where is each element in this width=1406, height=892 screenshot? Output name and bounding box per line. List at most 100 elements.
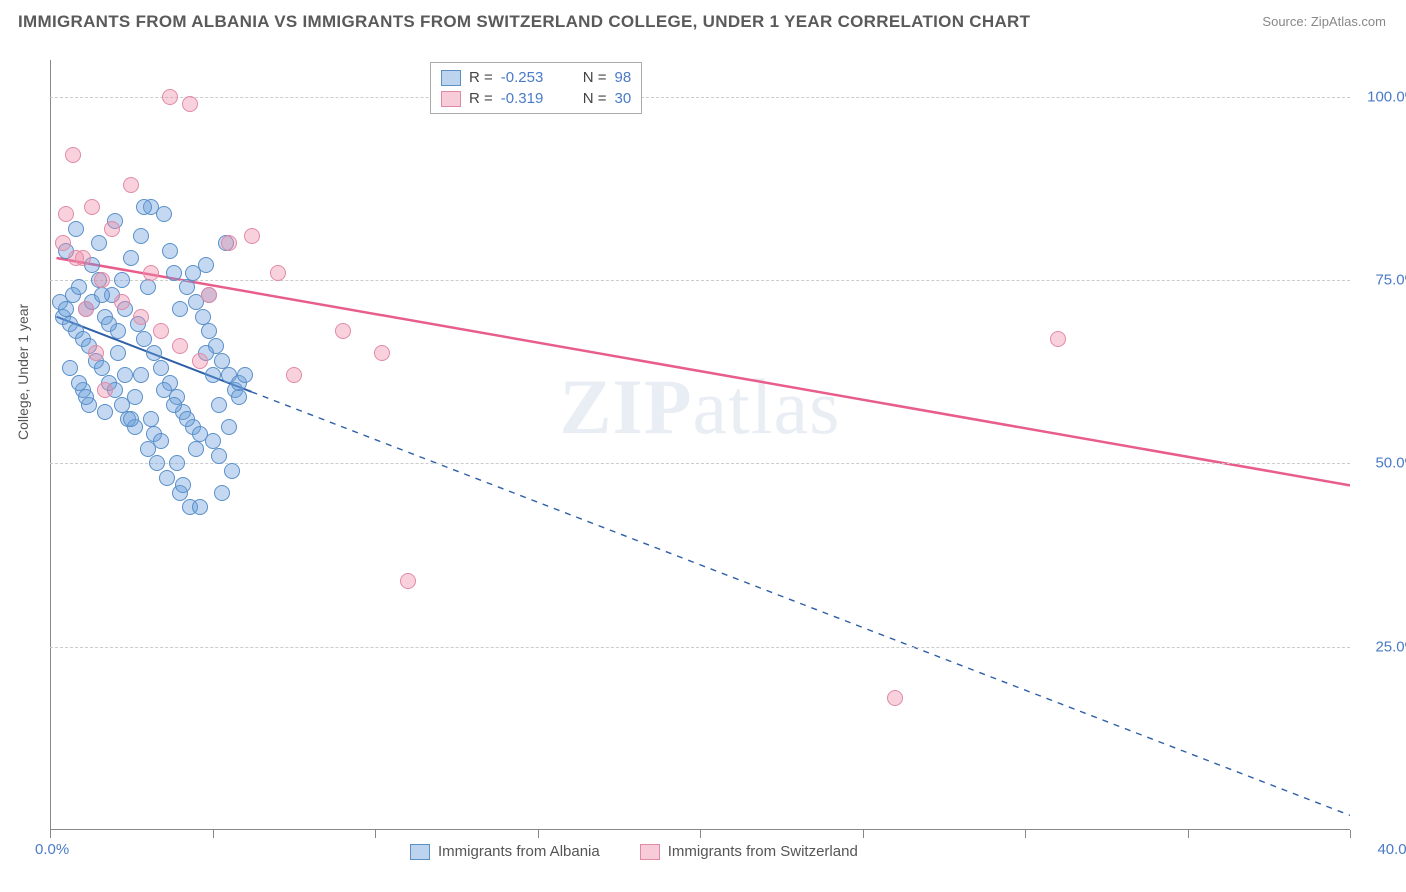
data-point (270, 265, 286, 281)
r-label: R = (469, 69, 493, 86)
legend-row-albania: R = -0.253 N = 98 (441, 67, 631, 88)
bottom-legend-switzerland: Immigrants from Switzerland (640, 843, 858, 860)
data-point (374, 345, 390, 361)
data-point (78, 389, 94, 405)
data-point (91, 235, 107, 251)
data-point (192, 353, 208, 369)
y-tick-label: 50.0% (1358, 455, 1406, 472)
grid-line-h (50, 647, 1350, 648)
data-point (205, 433, 221, 449)
data-point (123, 411, 139, 427)
data-point (237, 367, 253, 383)
x-tick (700, 830, 701, 838)
data-point (166, 397, 182, 413)
data-point (231, 389, 247, 405)
data-point (179, 411, 195, 427)
r-label: R = (469, 90, 493, 107)
data-point (182, 96, 198, 112)
legend-row-switzerland: R = -0.319 N = 30 (441, 88, 631, 109)
legend-label-switzerland: Immigrants from Switzerland (668, 843, 858, 860)
x-tick-last: 40.0% (1377, 841, 1406, 858)
y-tick-label: 100.0% (1358, 88, 1406, 105)
data-point (211, 448, 227, 464)
data-point (55, 235, 71, 251)
data-point (244, 228, 260, 244)
data-point (149, 455, 165, 471)
data-point (192, 499, 208, 515)
data-point (58, 301, 74, 317)
bottom-legend: Immigrants from Albania Immigrants from … (410, 843, 858, 860)
data-point (71, 279, 87, 295)
data-point (156, 206, 172, 222)
data-point (201, 287, 217, 303)
data-point (214, 485, 230, 501)
data-point (117, 367, 133, 383)
data-point (127, 389, 143, 405)
grid-line-h (50, 280, 1350, 281)
data-point (205, 367, 221, 383)
x-tick (538, 830, 539, 838)
data-point (78, 301, 94, 317)
data-point (175, 477, 191, 493)
bottom-legend-albania: Immigrants from Albania (410, 843, 600, 860)
data-point (140, 279, 156, 295)
data-point (188, 441, 204, 457)
data-point (400, 573, 416, 589)
x-tick (1025, 830, 1026, 838)
data-point (286, 367, 302, 383)
data-point (123, 177, 139, 193)
data-point (172, 301, 188, 317)
data-point (211, 397, 227, 413)
y-tick-label: 25.0% (1358, 638, 1406, 655)
data-point (94, 360, 110, 376)
data-point (133, 309, 149, 325)
data-point (146, 345, 162, 361)
data-point (71, 375, 87, 391)
x-tick (1188, 830, 1189, 838)
source-link[interactable]: ZipAtlas.com (1311, 14, 1386, 29)
y-axis-label: College, Under 1 year (15, 304, 31, 440)
data-point (153, 433, 169, 449)
data-point (153, 323, 169, 339)
watermark-light: atlas (693, 363, 841, 450)
data-point (221, 235, 237, 251)
data-point (65, 147, 81, 163)
data-point (133, 228, 149, 244)
data-point (153, 360, 169, 376)
n-value-albania: 98 (615, 69, 632, 86)
legend-label-albania: Immigrants from Albania (438, 843, 600, 860)
data-point (68, 221, 84, 237)
watermark-bold: ZIP (560, 363, 693, 450)
grid-line-h (50, 97, 1350, 98)
data-point (162, 243, 178, 259)
x-tick (1350, 830, 1351, 838)
data-point (185, 265, 201, 281)
data-point (156, 382, 172, 398)
data-point (104, 221, 120, 237)
y-tick-label: 75.0% (1358, 272, 1406, 289)
data-point (97, 404, 113, 420)
data-point (58, 206, 74, 222)
data-point (221, 419, 237, 435)
n-value-switzerland: 30 (615, 90, 632, 107)
source-attribution: Source: ZipAtlas.com (1262, 14, 1386, 29)
data-point (136, 199, 152, 215)
x-tick (213, 830, 214, 838)
data-point (114, 272, 130, 288)
data-point (179, 279, 195, 295)
watermark: ZIPatlas (560, 362, 841, 452)
x-tick-first: 0.0% (35, 841, 69, 858)
data-point (62, 360, 78, 376)
data-point (143, 411, 159, 427)
data-point (133, 367, 149, 383)
plot-area: ZIPatlas R = -0.253 N = 98 R = -0.319 N … (50, 60, 1350, 830)
data-point (166, 265, 182, 281)
data-point (88, 345, 104, 361)
data-point (159, 470, 175, 486)
legend-swatch-pink (441, 91, 461, 107)
data-point (114, 294, 130, 310)
data-point (201, 323, 217, 339)
data-point (1050, 331, 1066, 347)
x-tick (50, 830, 51, 838)
data-point (143, 265, 159, 281)
